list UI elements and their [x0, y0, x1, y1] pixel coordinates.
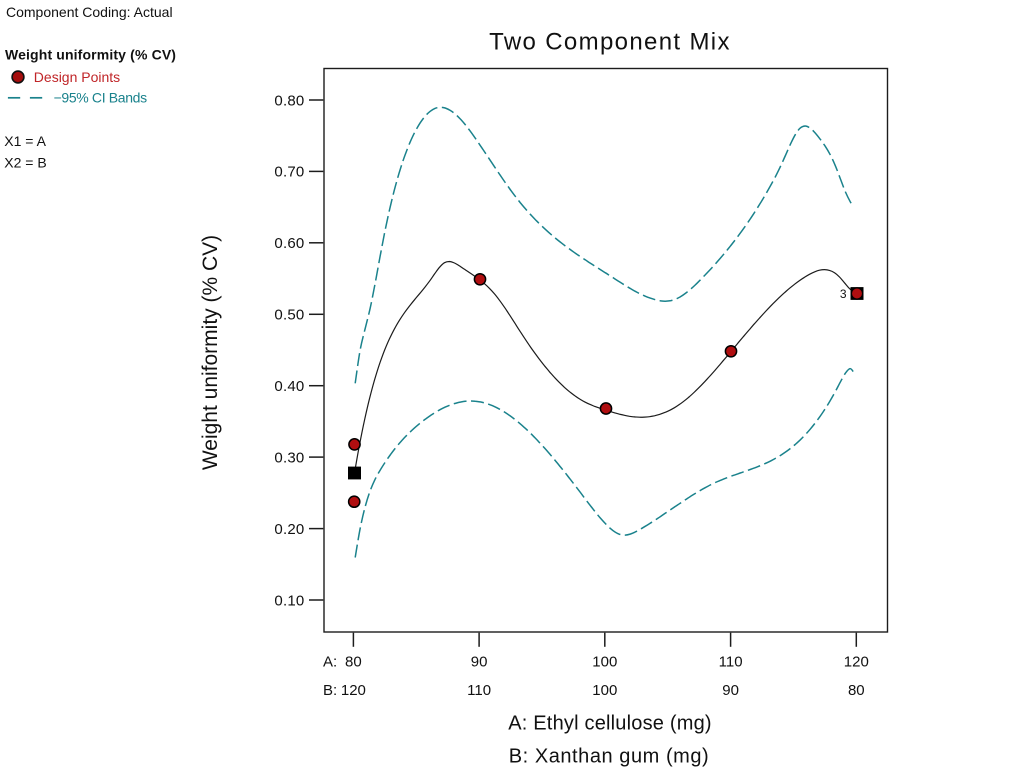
- svg-text:A:: A:: [323, 654, 337, 671]
- svg-text:100: 100: [592, 682, 617, 699]
- svg-text:0.60: 0.60: [274, 235, 304, 252]
- svg-text:0.70: 0.70: [274, 164, 304, 181]
- svg-text:0.50: 0.50: [274, 307, 304, 324]
- svg-text:Weight uniformity (% CV): Weight uniformity (% CV): [199, 235, 222, 470]
- svg-text:80: 80: [345, 654, 362, 671]
- svg-text:X2 = B: X2 = B: [4, 155, 46, 171]
- svg-text:X1 = A: X1 = A: [4, 133, 46, 149]
- svg-text:0.40: 0.40: [274, 378, 304, 395]
- svg-text:0.10: 0.10: [274, 592, 304, 609]
- svg-text:−95% CI Bands: −95% CI Bands: [54, 90, 147, 106]
- svg-text:B: Xanthan gum (mg): B: Xanthan gum (mg): [509, 746, 710, 768]
- svg-text:0.30: 0.30: [274, 449, 304, 466]
- svg-text:0.80: 0.80: [274, 92, 304, 109]
- svg-text:B:: B:: [323, 682, 337, 699]
- svg-text:Component Coding: Actual: Component Coding: Actual: [6, 4, 173, 20]
- svg-text:Weight uniformity (% CV): Weight uniformity (% CV): [5, 47, 176, 63]
- svg-text:Two Component Mix: Two Component Mix: [489, 29, 731, 56]
- svg-text:120: 120: [844, 654, 869, 671]
- svg-text:100: 100: [592, 654, 617, 671]
- svg-text:110: 110: [467, 682, 491, 699]
- svg-text:3: 3: [840, 287, 847, 301]
- svg-text:A: Ethyl cellulose (mg): A: Ethyl cellulose (mg): [508, 713, 712, 735]
- svg-text:0.20: 0.20: [274, 521, 304, 538]
- svg-text:90: 90: [722, 682, 739, 699]
- svg-text:90: 90: [471, 654, 488, 671]
- svg-text:110: 110: [719, 654, 743, 671]
- svg-text:Design Points: Design Points: [34, 69, 120, 85]
- svg-text:80: 80: [848, 682, 865, 699]
- svg-text:120: 120: [341, 682, 366, 699]
